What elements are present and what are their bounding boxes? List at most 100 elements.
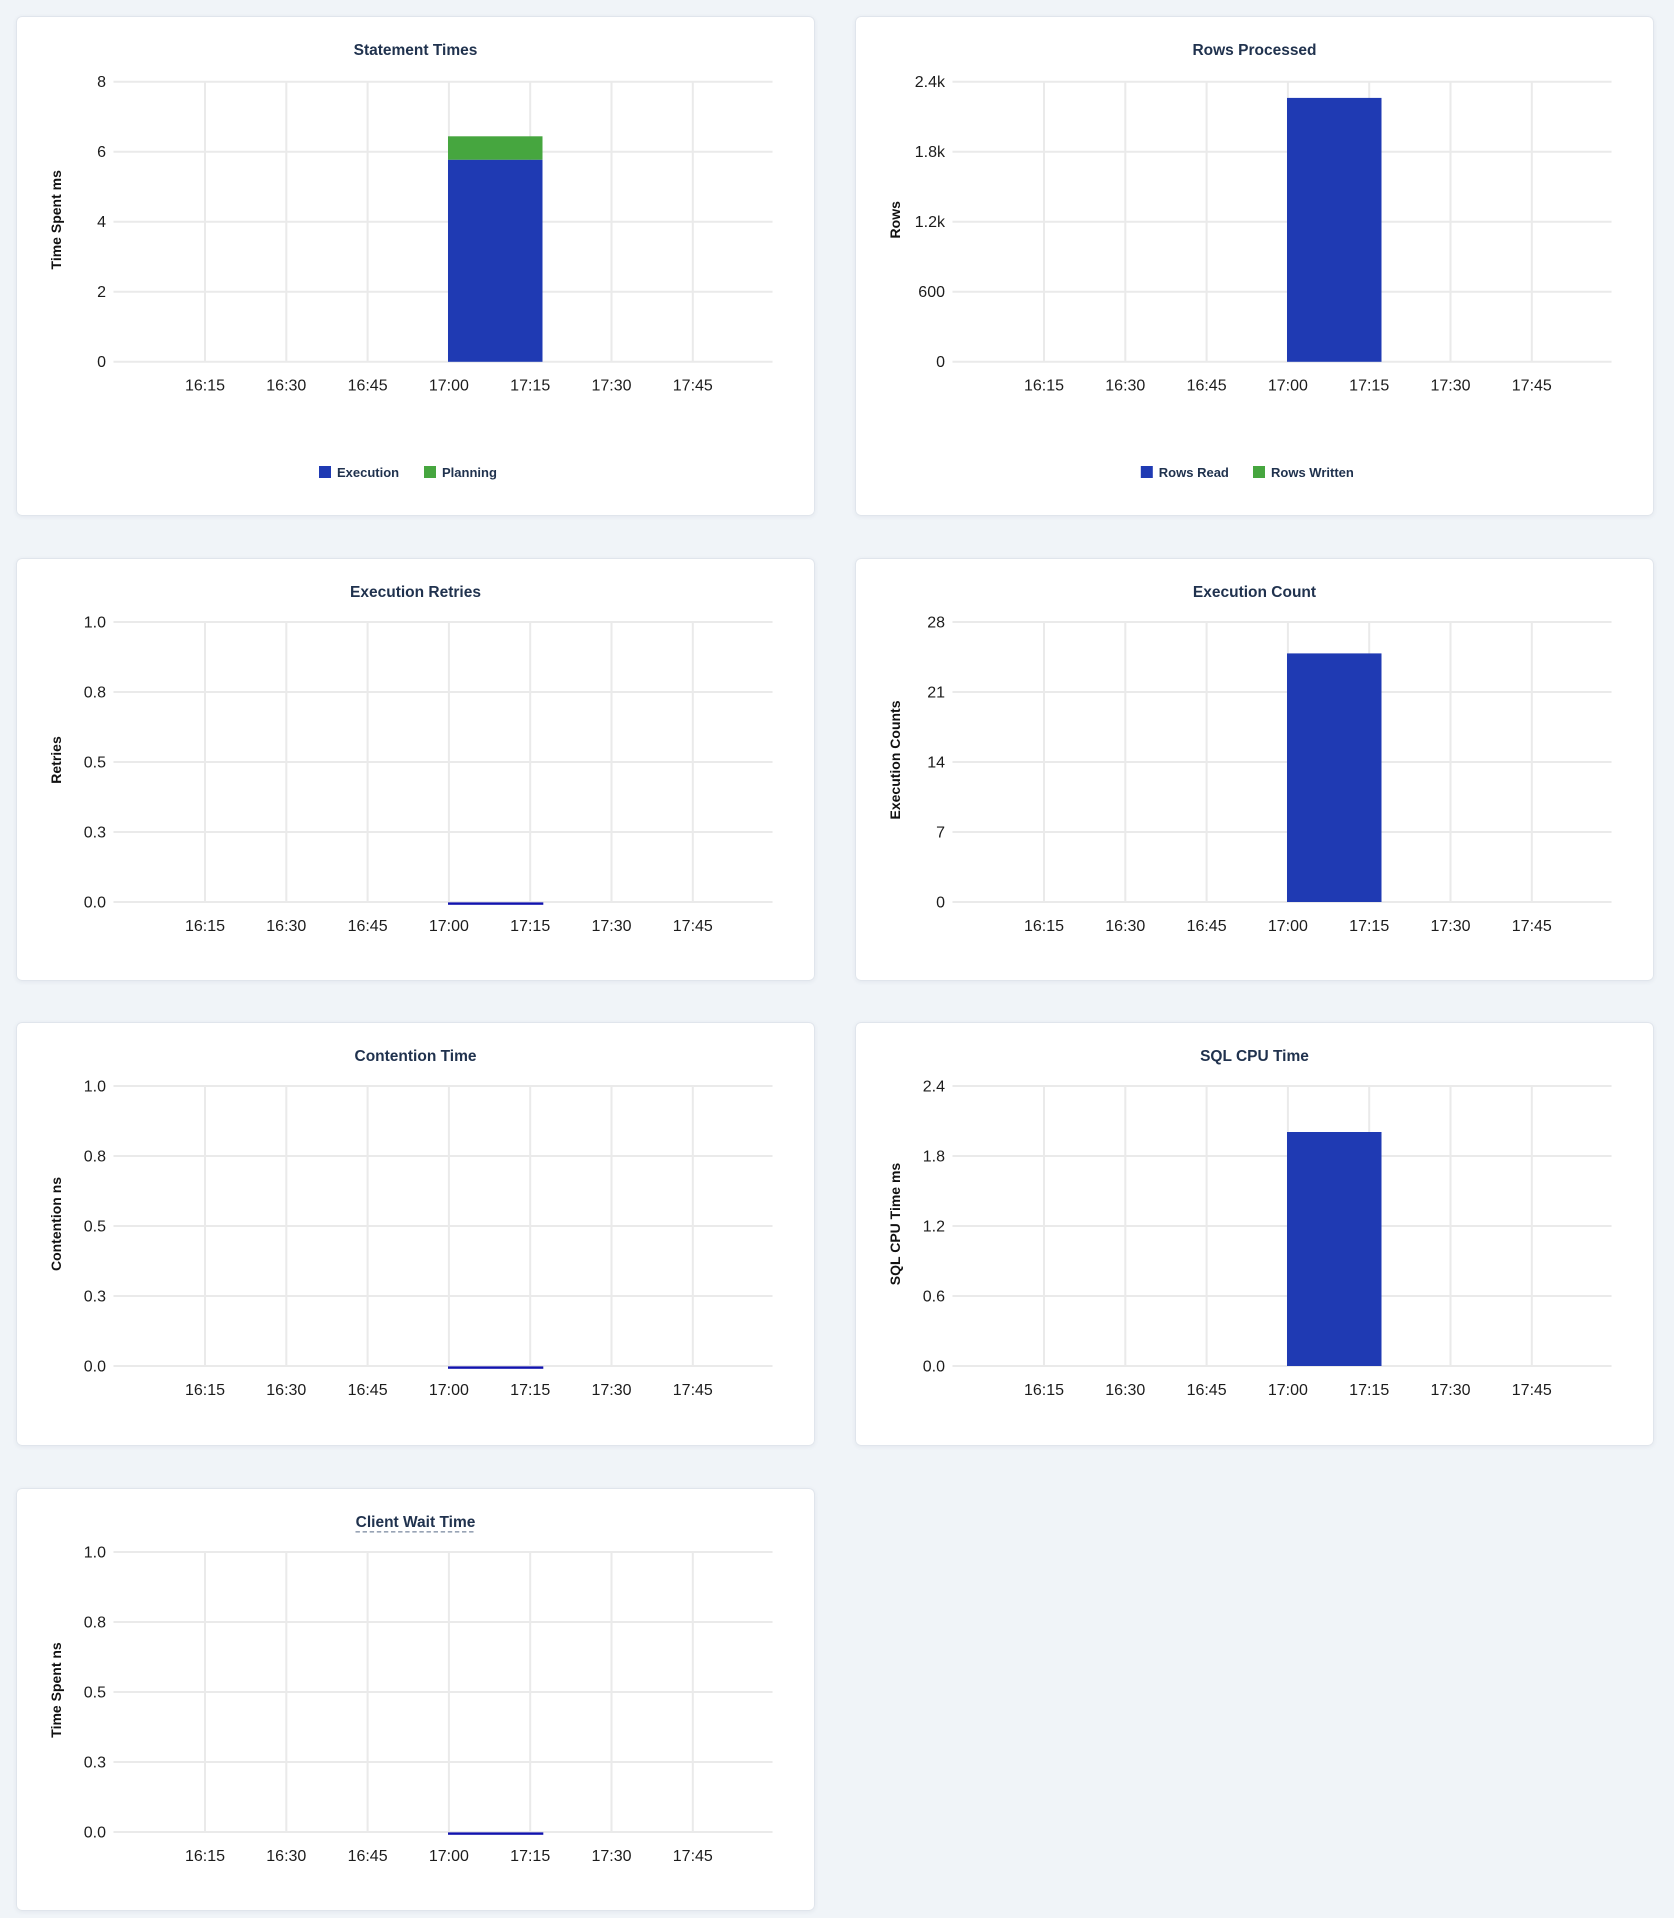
svg-text:28: 28: [927, 614, 945, 631]
svg-text:17:00: 17:00: [1268, 918, 1308, 935]
svg-text:Statement Times: Statement Times: [354, 42, 478, 59]
svg-text:2: 2: [97, 284, 106, 301]
svg-text:16:30: 16:30: [266, 1382, 306, 1399]
svg-text:Rows: Rows: [887, 201, 903, 239]
svg-text:0.3: 0.3: [84, 1288, 106, 1305]
svg-text:0: 0: [936, 894, 945, 911]
svg-text:17:30: 17:30: [1430, 918, 1470, 935]
svg-text:2.4k: 2.4k: [915, 74, 946, 91]
svg-text:17:45: 17:45: [1512, 918, 1552, 935]
svg-text:Contention Time: Contention Time: [355, 1048, 477, 1065]
svg-text:17:00: 17:00: [1268, 378, 1308, 395]
svg-text:16:45: 16:45: [348, 1382, 388, 1399]
svg-text:17:45: 17:45: [673, 1848, 713, 1865]
svg-text:16:15: 16:15: [1024, 1382, 1064, 1399]
svg-text:16:15: 16:15: [185, 1848, 225, 1865]
svg-text:16:15: 16:15: [1024, 918, 1064, 935]
svg-text:17:00: 17:00: [429, 918, 469, 935]
svg-text:0.5: 0.5: [84, 1684, 106, 1701]
svg-text:17:00: 17:00: [429, 378, 469, 395]
svg-text:7: 7: [936, 824, 945, 841]
svg-text:1.0: 1.0: [84, 1078, 106, 1095]
svg-text:16:30: 16:30: [266, 918, 306, 935]
svg-text:0.5: 0.5: [84, 1218, 106, 1235]
svg-text:0.8: 0.8: [84, 1614, 106, 1631]
svg-text:16:30: 16:30: [1105, 378, 1145, 395]
svg-text:Contention ns: Contention ns: [48, 1177, 64, 1271]
svg-text:1.0: 1.0: [84, 1544, 106, 1561]
svg-text:1.8k: 1.8k: [915, 144, 946, 161]
svg-text:16:45: 16:45: [348, 1848, 388, 1865]
svg-text:1.2: 1.2: [923, 1218, 945, 1235]
svg-text:17:15: 17:15: [1349, 918, 1389, 935]
svg-text:8: 8: [97, 74, 106, 91]
svg-text:0.8: 0.8: [84, 684, 106, 701]
svg-text:SQL CPU Time: SQL CPU Time: [1200, 1048, 1309, 1065]
svg-text:17:15: 17:15: [510, 1382, 550, 1399]
svg-text:0.0: 0.0: [84, 1358, 106, 1375]
svg-text:17:30: 17:30: [591, 1382, 631, 1399]
svg-text:1.0: 1.0: [84, 614, 106, 631]
svg-text:17:15: 17:15: [1349, 378, 1389, 395]
svg-text:2.4: 2.4: [923, 1078, 945, 1095]
svg-text:17:00: 17:00: [1268, 1382, 1308, 1399]
svg-text:16:15: 16:15: [185, 378, 225, 395]
svg-text:17:45: 17:45: [673, 1382, 713, 1399]
svg-text:14: 14: [927, 754, 945, 771]
svg-text:0: 0: [97, 354, 106, 371]
svg-text:6: 6: [97, 144, 106, 161]
svg-text:16:30: 16:30: [266, 1848, 306, 1865]
svg-text:0.5: 0.5: [84, 754, 106, 771]
svg-text:16:30: 16:30: [1105, 1382, 1145, 1399]
svg-text:0.8: 0.8: [84, 1148, 106, 1165]
svg-text:600: 600: [918, 284, 945, 301]
svg-text:Rows Read: Rows Read: [1159, 465, 1229, 480]
svg-text:17:30: 17:30: [591, 1848, 631, 1865]
svg-text:16:45: 16:45: [348, 378, 388, 395]
svg-text:17:45: 17:45: [673, 378, 713, 395]
svg-text:SQL CPU Time ms: SQL CPU Time ms: [887, 1163, 903, 1286]
svg-text:17:00: 17:00: [429, 1382, 469, 1399]
svg-text:21: 21: [927, 684, 945, 701]
svg-text:16:45: 16:45: [1187, 918, 1227, 935]
svg-text:Planning: Planning: [442, 465, 497, 480]
svg-text:16:30: 16:30: [266, 378, 306, 395]
svg-text:16:45: 16:45: [1187, 1382, 1227, 1399]
svg-text:16:15: 16:15: [185, 918, 225, 935]
svg-text:Rows Written: Rows Written: [1271, 465, 1354, 480]
svg-text:17:30: 17:30: [591, 918, 631, 935]
svg-text:Client Wait Time: Client Wait Time: [356, 1514, 476, 1531]
svg-text:Time Spent ms: Time Spent ms: [48, 170, 64, 270]
svg-text:0: 0: [936, 354, 945, 371]
svg-text:17:15: 17:15: [510, 378, 550, 395]
svg-text:16:15: 16:15: [1024, 378, 1064, 395]
svg-text:1.8: 1.8: [923, 1148, 945, 1165]
svg-text:17:30: 17:30: [1430, 1382, 1470, 1399]
svg-text:17:30: 17:30: [1430, 378, 1470, 395]
svg-text:17:15: 17:15: [510, 1848, 550, 1865]
svg-text:0.0: 0.0: [84, 1824, 106, 1841]
svg-text:Time Spent ns: Time Spent ns: [48, 1642, 64, 1738]
svg-text:17:15: 17:15: [1349, 1382, 1389, 1399]
svg-text:16:15: 16:15: [185, 1382, 225, 1399]
svg-text:0.0: 0.0: [923, 1358, 945, 1375]
svg-text:Rows Processed: Rows Processed: [1192, 42, 1316, 59]
svg-text:17:30: 17:30: [591, 378, 631, 395]
svg-text:16:45: 16:45: [348, 918, 388, 935]
svg-text:0.6: 0.6: [923, 1288, 945, 1305]
svg-text:0.3: 0.3: [84, 1754, 106, 1771]
svg-text:Execution Counts: Execution Counts: [887, 700, 903, 819]
svg-text:17:15: 17:15: [510, 918, 550, 935]
svg-text:Retries: Retries: [48, 736, 64, 784]
svg-text:Execution Retries: Execution Retries: [350, 584, 481, 601]
svg-text:17:00: 17:00: [429, 1848, 469, 1865]
svg-text:4: 4: [97, 214, 106, 231]
svg-text:16:45: 16:45: [1187, 378, 1227, 395]
svg-text:0.0: 0.0: [84, 894, 106, 911]
svg-text:0.3: 0.3: [84, 824, 106, 841]
svg-text:17:45: 17:45: [1512, 1382, 1552, 1399]
svg-text:17:45: 17:45: [673, 918, 713, 935]
svg-text:Execution Count: Execution Count: [1193, 584, 1316, 601]
svg-text:1.2k: 1.2k: [915, 214, 946, 231]
svg-text:16:30: 16:30: [1105, 918, 1145, 935]
